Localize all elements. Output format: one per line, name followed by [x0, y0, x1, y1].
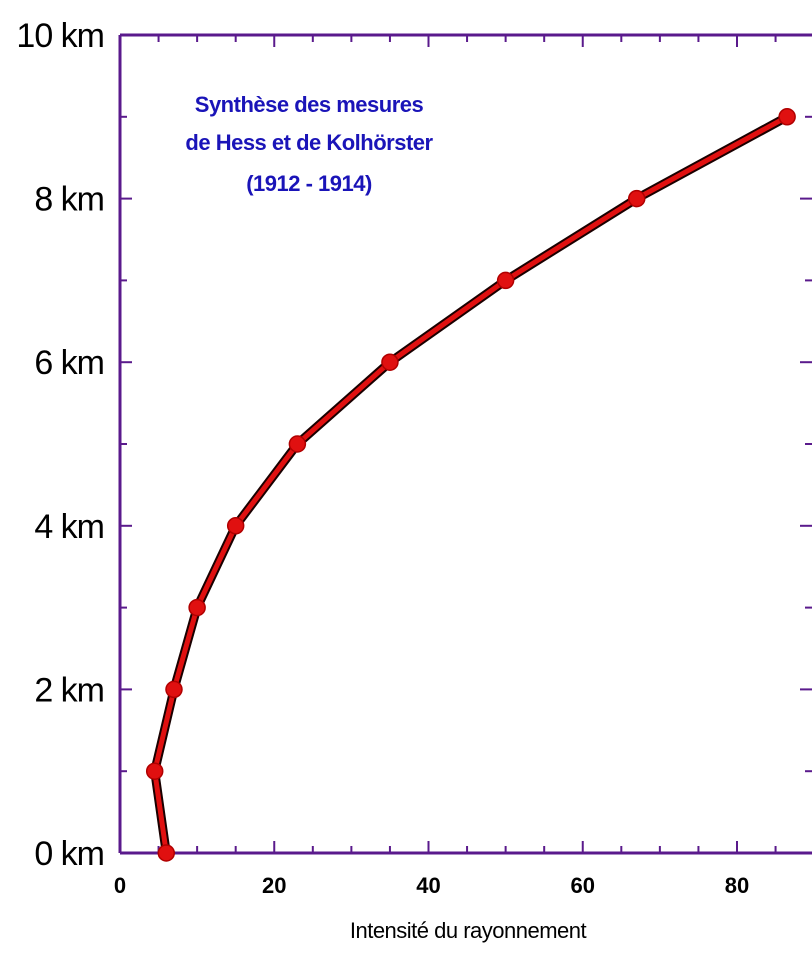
- x-tick-label: 60: [571, 873, 595, 898]
- x-tick-labels: 0 20 40 60 80: [114, 873, 749, 898]
- data-point: [145, 762, 164, 780]
- x-axis-label: Intensité du rayonnement: [350, 918, 587, 943]
- data-point: [288, 435, 307, 453]
- axis-ticks: [119, 34, 812, 854]
- title-line-1: Synthèse des mesures: [195, 92, 424, 117]
- data-point: [381, 353, 399, 371]
- data-point: [496, 271, 515, 290]
- x-tick-label: 0: [114, 873, 126, 898]
- y-tick-label: 4 km: [34, 508, 104, 546]
- y-tick-label: 8 km: [34, 181, 104, 219]
- x-tick-label: 40: [416, 873, 440, 898]
- data-point: [165, 680, 183, 699]
- series-line-outline: [150, 112, 792, 858]
- y-tick-labels: 0 km 2 km 4 km 6 km 8 km 10 km: [16, 17, 105, 873]
- x-tick-label: 80: [725, 873, 749, 898]
- data-point: [778, 108, 796, 126]
- y-tick-label: 10 km: [16, 17, 104, 55]
- y-tick-label: 2 km: [34, 671, 104, 709]
- data-point: [627, 189, 646, 208]
- series-line: [152, 114, 790, 856]
- chart-title: Synthèse des mesures de Hess et de Kolhö…: [185, 92, 434, 196]
- y-tick-label: 6 km: [34, 344, 104, 382]
- data-point: [188, 598, 206, 617]
- title-line-3: (1912 - 1914): [246, 171, 372, 196]
- data-point: [157, 844, 176, 862]
- data-point: [226, 517, 245, 535]
- title-line-2: de Hess et de Kolhörster: [185, 130, 433, 155]
- y-tick-label: 0 km: [34, 835, 104, 873]
- x-tick-label: 20: [262, 873, 286, 898]
- series: [145, 108, 796, 862]
